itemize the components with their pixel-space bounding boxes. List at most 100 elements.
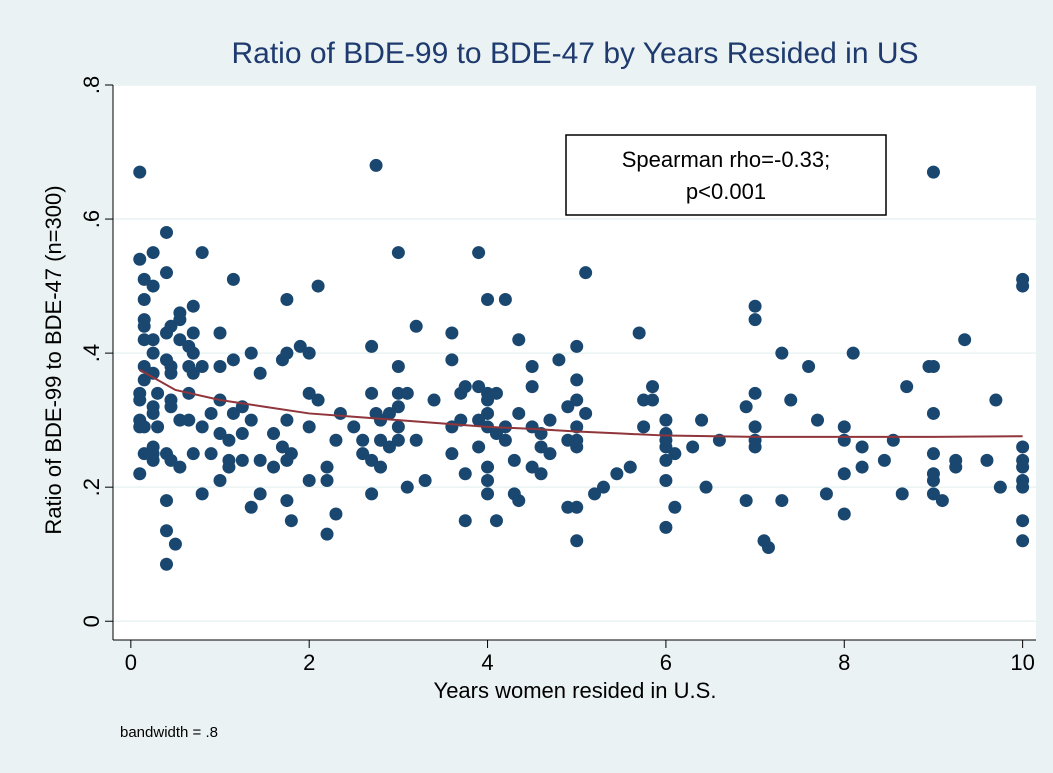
point — [253, 453, 267, 467]
point — [489, 386, 503, 400]
point — [244, 413, 258, 427]
point — [226, 406, 240, 420]
point — [382, 406, 396, 420]
point — [1016, 279, 1030, 293]
point — [280, 292, 294, 306]
point — [498, 292, 512, 306]
point — [837, 433, 851, 447]
point — [195, 360, 209, 374]
point — [356, 447, 370, 461]
x-tick-label: 2 — [303, 650, 315, 675]
point — [481, 473, 495, 487]
point — [173, 313, 187, 327]
point — [570, 373, 584, 387]
point — [164, 453, 178, 467]
point — [253, 366, 267, 380]
point — [226, 353, 240, 367]
point — [320, 473, 334, 487]
point — [1016, 514, 1030, 528]
point — [498, 433, 512, 447]
point — [173, 333, 187, 347]
point — [926, 487, 940, 501]
point — [802, 360, 816, 374]
point — [374, 413, 388, 427]
point — [926, 360, 940, 374]
point — [454, 413, 468, 427]
point — [382, 440, 396, 454]
y-tick-label: .6 — [79, 210, 104, 228]
point — [659, 440, 673, 454]
annotation: Spearman rho=-0.33; — [622, 147, 831, 172]
y-tick-label: .4 — [79, 344, 104, 362]
point — [481, 393, 495, 407]
point — [213, 326, 227, 340]
point — [855, 460, 869, 474]
point — [668, 500, 682, 514]
point — [146, 453, 160, 467]
point — [302, 386, 316, 400]
point — [164, 366, 178, 380]
point — [525, 380, 539, 394]
point — [137, 373, 151, 387]
point — [570, 420, 584, 434]
point — [668, 447, 682, 461]
point — [695, 413, 709, 427]
point — [570, 534, 584, 548]
point — [137, 447, 151, 461]
point — [819, 487, 833, 501]
point — [596, 480, 610, 494]
point — [302, 473, 316, 487]
point — [226, 272, 240, 286]
point — [253, 487, 267, 501]
point — [329, 433, 343, 447]
annotation: p<0.001 — [686, 179, 766, 204]
point — [195, 246, 209, 260]
point — [275, 440, 289, 454]
point — [761, 541, 775, 554]
point — [160, 494, 174, 508]
point — [472, 246, 486, 260]
point — [811, 413, 825, 427]
point — [895, 487, 909, 501]
point — [458, 380, 472, 394]
point — [570, 440, 584, 454]
point — [213, 427, 227, 441]
point — [748, 299, 762, 313]
point — [748, 313, 762, 327]
point — [837, 507, 851, 521]
point — [195, 487, 209, 501]
x-tick-label: 8 — [838, 650, 850, 675]
point — [356, 433, 370, 447]
point — [512, 406, 526, 420]
point — [775, 346, 789, 360]
point — [949, 460, 963, 474]
point — [525, 460, 539, 474]
annotation-box — [565, 134, 887, 216]
point — [137, 420, 151, 434]
point — [784, 393, 798, 407]
point — [458, 514, 472, 528]
point — [472, 380, 486, 394]
point — [280, 413, 294, 427]
point — [133, 467, 147, 481]
point — [235, 453, 249, 467]
point — [980, 453, 994, 467]
point — [659, 413, 673, 427]
note: bandwidth = .8 — [120, 724, 218, 741]
point — [748, 386, 762, 400]
point — [775, 494, 789, 508]
point — [570, 500, 584, 514]
point — [1016, 440, 1030, 454]
point — [646, 380, 660, 394]
point — [570, 339, 584, 353]
point — [222, 460, 236, 474]
point — [137, 292, 151, 306]
point — [186, 346, 200, 360]
point — [748, 420, 762, 434]
point — [570, 393, 584, 407]
point — [900, 380, 914, 394]
x-axis-label: Years women resided in U.S. — [434, 678, 717, 703]
point — [481, 460, 495, 474]
point — [472, 440, 486, 454]
y-axis-label: Ratio of BDE-99 to BDE-47 (n=300) — [41, 185, 66, 534]
